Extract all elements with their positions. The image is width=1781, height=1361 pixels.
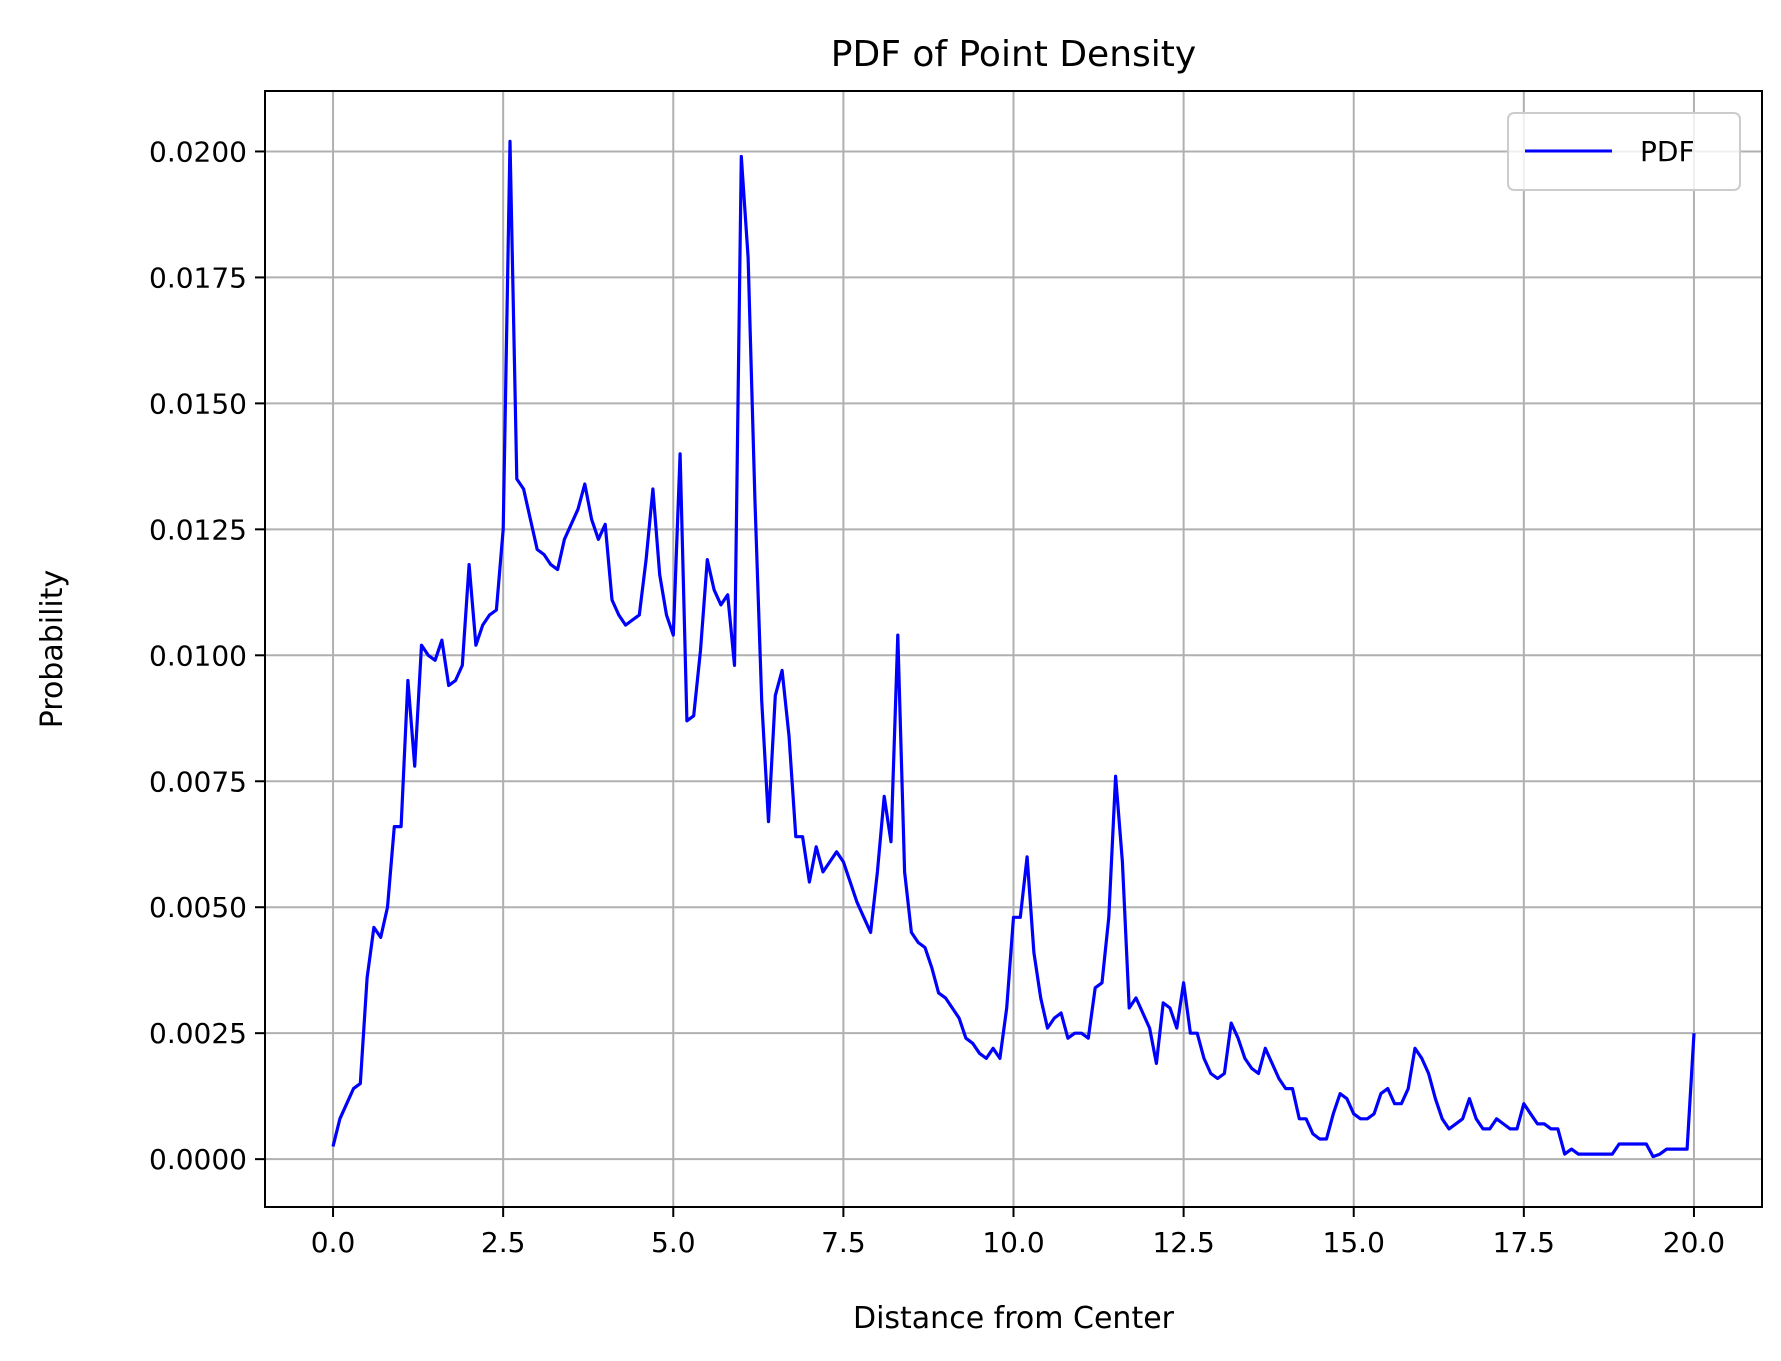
- y-axis-ticks: 0.0000 0.0025 0.0050 0.0075 0.0100 0.0125 0.01…: [149, 135, 265, 1176]
- y-tick-label: 0.0125: [149, 513, 247, 546]
- x-tick-label: 7.5: [821, 1226, 866, 1259]
- y-tick-label: 0.0200: [149, 135, 247, 168]
- x-tick-label: 0.0: [311, 1226, 356, 1259]
- chart-title: PDF of Point Density: [831, 34, 1196, 75]
- y-tick-label: 0.0150: [149, 387, 247, 420]
- y-tick-label: 0.0100: [149, 639, 247, 672]
- legend-label: PDF: [1640, 135, 1695, 168]
- y-tick-label: 0.0050: [149, 891, 247, 924]
- y-axis-label: Probability: [35, 570, 70, 729]
- y-tick-label: 0.0025: [149, 1017, 247, 1050]
- x-tick-label: 17.5: [1493, 1226, 1555, 1259]
- series-layer: [331, 139, 1696, 1159]
- y-tick-label: 0.0175: [149, 261, 247, 294]
- series-line-pdf: [331, 139, 1696, 1159]
- x-tick-label: 5.0: [651, 1226, 696, 1259]
- y-tick-label: 0.0075: [149, 765, 247, 798]
- x-tick-label: 12.5: [1152, 1226, 1214, 1259]
- legend: PDF: [1507, 112, 1741, 191]
- legend-box: [1507, 112, 1741, 191]
- x-tick-label: 10.0: [982, 1226, 1044, 1259]
- x-axis-ticks: 0.0 2.5 5.0 7.5 10.0 12.5 15.0 17.5 20.0: [311, 1207, 1725, 1259]
- x-tick-label: 15.0: [1323, 1226, 1385, 1259]
- y-tick-label: 0.0000: [149, 1143, 247, 1176]
- x-tick-label: 20.0: [1663, 1226, 1725, 1259]
- x-axis-label: Distance from Center: [853, 1301, 1175, 1336]
- x-tick-label: 2.5: [481, 1226, 526, 1259]
- grid: [265, 91, 1762, 1207]
